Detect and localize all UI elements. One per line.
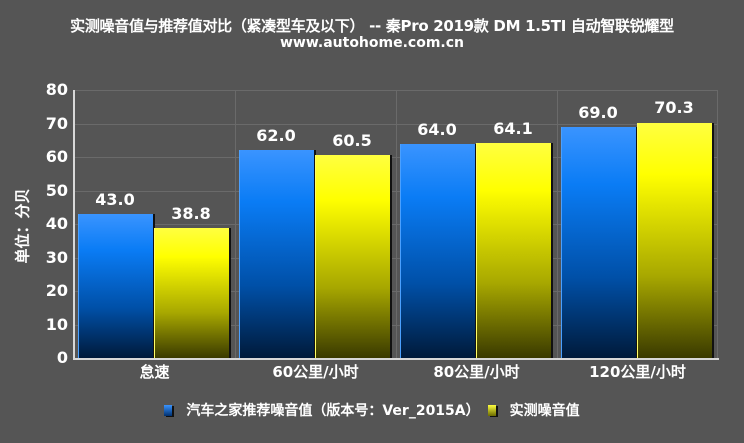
y-tick-label: 0 bbox=[56, 348, 68, 367]
legend-swatch-yellow-icon bbox=[487, 404, 496, 416]
bar-value-label: 69.0 bbox=[578, 102, 618, 122]
chart-subtitle: www.autohome.com.cn bbox=[279, 35, 465, 51]
legend-item-recommended: 汽车之家推荐噪音值（版本号：Ver_2015A） bbox=[164, 400, 480, 420]
legend-item-measured: 实测噪音值 bbox=[487, 400, 580, 420]
bar-recommended bbox=[561, 126, 636, 358]
y-tick-label: 50 bbox=[45, 180, 68, 200]
x-axis-line bbox=[73, 358, 719, 360]
bar-value-label: 43.0 bbox=[95, 189, 135, 209]
legend-label-recommended: 汽车之家推荐噪音值（版本号：Ver_2015A） bbox=[186, 403, 480, 419]
x-tick-label: 60公里/小时 bbox=[272, 363, 359, 381]
category-separator bbox=[396, 90, 397, 358]
bar-recommended bbox=[78, 213, 153, 358]
bar-recommended bbox=[400, 143, 475, 358]
bar-measured bbox=[154, 228, 229, 358]
x-tick-label: 120公里/小时 bbox=[589, 363, 686, 381]
y-axis-line bbox=[73, 90, 75, 359]
legend: 汽车之家推荐噪音值（版本号：Ver_2015A） 实测噪音值 bbox=[0, 400, 744, 420]
y-tick-label: 70 bbox=[45, 113, 68, 133]
bar-value-label: 60.5 bbox=[332, 131, 372, 151]
legend-label-measured: 实测噪音值 bbox=[509, 403, 580, 419]
bar-value-label: 70.3 bbox=[654, 98, 694, 118]
category-separator bbox=[717, 90, 718, 358]
bar-value-label: 64.1 bbox=[493, 119, 533, 139]
bar-value-label: 64.0 bbox=[417, 119, 457, 139]
bar-measured bbox=[637, 122, 712, 358]
y-tick-label: 10 bbox=[45, 314, 68, 334]
y-tick-label: 60 bbox=[45, 147, 68, 166]
bar-value-label: 38.8 bbox=[171, 204, 211, 224]
plot-area: 43.0 38.8 62.0 60.5 64.0 64.1 69.0 70.3 bbox=[74, 90, 718, 358]
x-tick-label: 80公里/小时 bbox=[433, 363, 520, 381]
bar-recommended bbox=[239, 150, 314, 358]
category-separator bbox=[235, 90, 236, 358]
bar-measured bbox=[476, 143, 551, 358]
bar-measured bbox=[315, 155, 390, 358]
x-tick-label: 怠速 bbox=[139, 363, 170, 381]
y-tick-label: 40 bbox=[45, 214, 68, 233]
y-tick-label: 30 bbox=[45, 247, 68, 267]
chart-title: 实测噪音值与推荐值对比（紧凑型车及以下） -- 秦Pro 2019款 DM 1.… bbox=[70, 17, 674, 35]
y-tick-label: 80 bbox=[45, 80, 68, 99]
category-separator bbox=[557, 90, 558, 358]
y-tick-label: 20 bbox=[45, 281, 68, 300]
legend-swatch-blue-icon bbox=[164, 404, 173, 416]
bar-value-label: 62.0 bbox=[256, 126, 296, 146]
